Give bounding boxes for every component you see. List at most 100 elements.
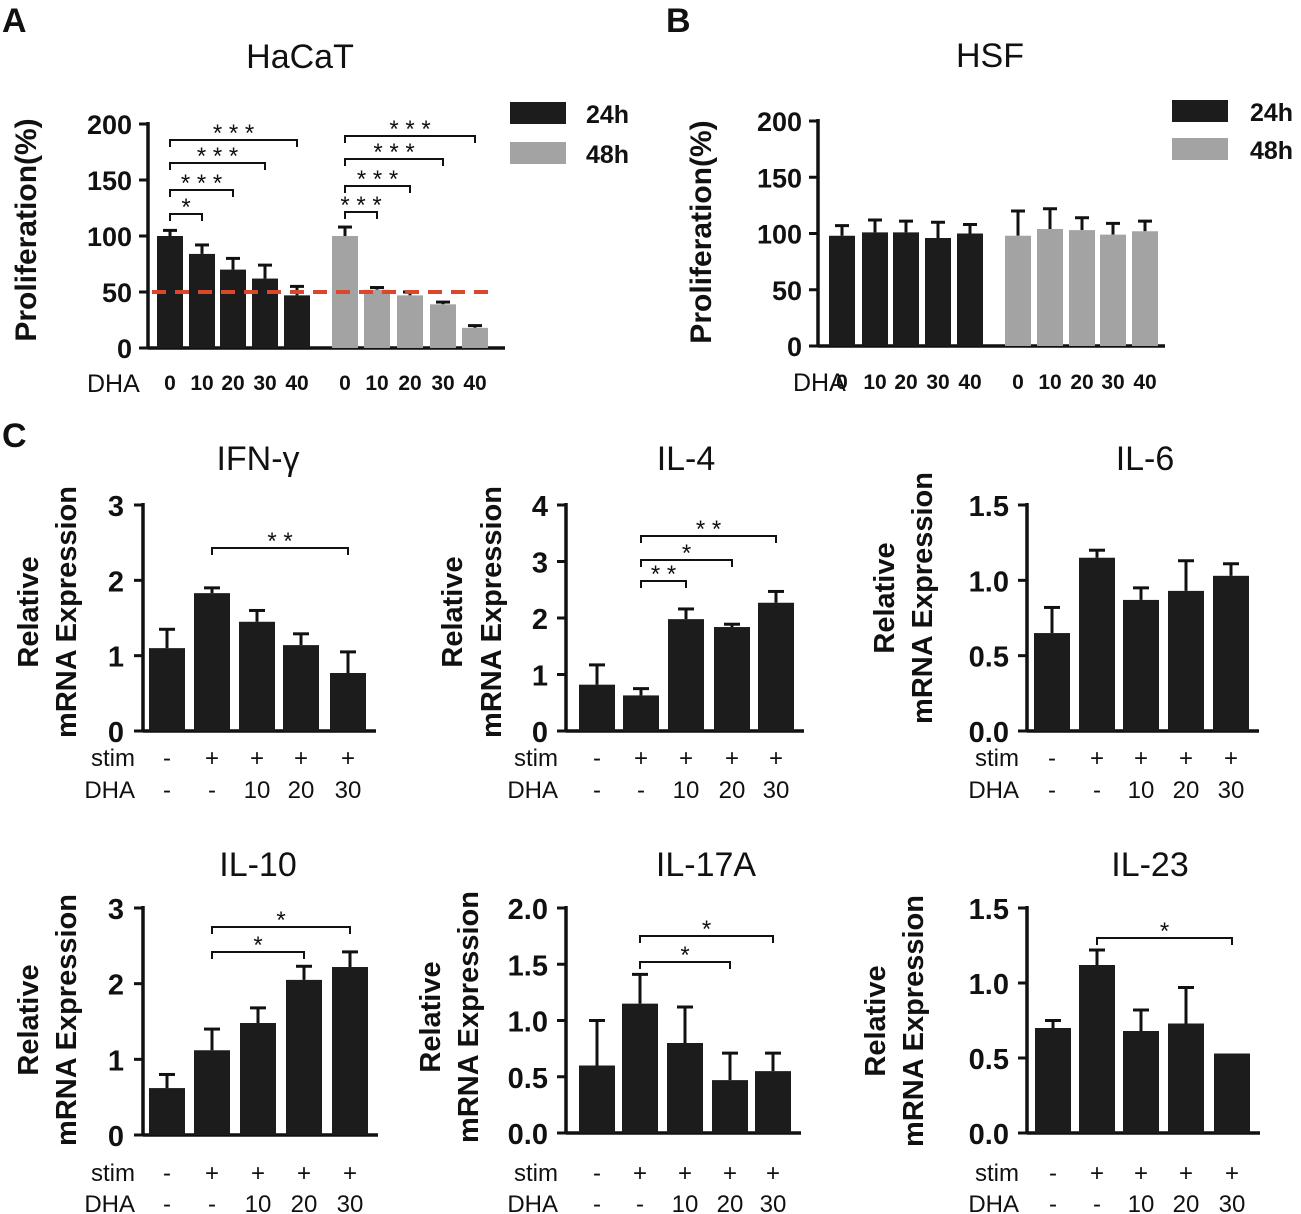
dha-row-label: DHA xyxy=(968,1191,1019,1214)
x-tick-label: 40 xyxy=(463,372,486,395)
plot-il-23: IL-23 Relative mRNA Expression 0.0 0.5 1.0 1.5… xyxy=(860,846,1260,1214)
stim-value: + xyxy=(1179,1160,1193,1187)
dha-value: 20 xyxy=(717,1191,744,1214)
y-axis-label: Proliferation(%) xyxy=(685,120,718,343)
legend-swatch-24h xyxy=(510,102,566,124)
stim-value: + xyxy=(723,1160,737,1187)
bar-3 xyxy=(239,621,275,731)
bar-3 xyxy=(1123,599,1159,731)
x-tick-label: 30 xyxy=(253,372,276,395)
bar-5 xyxy=(332,967,368,1135)
y-axis-label-line2: mRNA Expression xyxy=(898,895,930,1147)
bar-3 xyxy=(667,1043,703,1133)
y-tick-label: 2.0 xyxy=(508,894,548,926)
dha-row-label: DHA xyxy=(793,369,846,397)
legend-swatch-24h xyxy=(1172,100,1228,122)
significance-1-bracket xyxy=(344,135,476,143)
significance-bracket xyxy=(211,951,305,959)
chart-title: IL-6 xyxy=(1116,440,1175,478)
significance-bracket xyxy=(640,559,733,567)
dha-value: - xyxy=(1048,777,1056,804)
stim-value: + xyxy=(1134,745,1148,772)
dha-value: - xyxy=(637,777,645,804)
dha-value: - xyxy=(593,777,601,804)
significance-0-bracket xyxy=(169,162,266,170)
dha-value: - xyxy=(208,1191,216,1214)
chart-title: IFN-γ xyxy=(216,440,299,478)
bar-48h-40 xyxy=(1132,231,1158,346)
significance-1-bracket xyxy=(344,158,444,166)
significance-label: * xyxy=(682,540,691,567)
bar-1 xyxy=(149,1088,185,1135)
dha-value: - xyxy=(1049,1191,1057,1214)
significance-0-bracket xyxy=(169,213,203,221)
x-tick-label: 0 xyxy=(836,371,848,394)
stim-row-label: stim xyxy=(975,745,1019,772)
y-tick-label: 150 xyxy=(757,163,802,193)
x-tick-label: 10 xyxy=(1038,371,1061,394)
stim-value: + xyxy=(766,1160,780,1187)
y-tick-label: 1.0 xyxy=(508,1007,548,1039)
stim-value: + xyxy=(1224,745,1238,772)
dha-value: 30 xyxy=(760,1191,787,1214)
stim-row-label: stim xyxy=(91,1160,135,1187)
y-tick-label: 1.0 xyxy=(969,969,1009,1001)
y-tick-label: 0 xyxy=(117,334,132,364)
significance-0-label: * * * xyxy=(213,120,254,147)
significance-1-bracket xyxy=(344,185,411,193)
y-axis-label-line1: Relative xyxy=(13,556,45,667)
dha-value: - xyxy=(1093,1191,1101,1214)
y-axis-label-line2: mRNA Expression xyxy=(476,486,508,738)
dha-value: - xyxy=(208,777,216,804)
x-tick-label: 0 xyxy=(1012,371,1024,394)
dha-value: - xyxy=(593,1191,601,1214)
bar-1 xyxy=(579,684,615,731)
y-axis-label-line1: Relative xyxy=(869,542,901,653)
y-axis-label-line2: mRNA Expression xyxy=(51,894,83,1146)
stim-value: + xyxy=(341,745,355,772)
significance-label: * xyxy=(702,916,711,943)
stim-value: + xyxy=(634,745,648,772)
significance-1-label: * * * xyxy=(340,192,381,219)
stim-value: + xyxy=(1134,1160,1148,1187)
significance-0-label: * xyxy=(181,194,190,221)
bar-2 xyxy=(1079,965,1115,1133)
y-tick-label: 0 xyxy=(108,1121,124,1153)
x-tick-label: 40 xyxy=(958,371,981,394)
significance-1-label: * * * xyxy=(373,139,414,166)
bar-24h-40 xyxy=(284,295,310,348)
significance-bracket xyxy=(640,580,687,588)
chart-title: IL-10 xyxy=(219,846,297,884)
bar-24h-10 xyxy=(189,253,215,348)
y-axis-label-line2: mRNA Expression xyxy=(907,472,939,724)
stim-value: + xyxy=(1225,1160,1239,1187)
y-tick-label: 1.5 xyxy=(508,950,548,982)
legend-label-24h: 24h xyxy=(1250,99,1293,127)
bar-48h-0 xyxy=(1005,235,1031,346)
significance-label: * xyxy=(680,942,689,969)
bar-5 xyxy=(1213,575,1249,731)
bar-3 xyxy=(240,1023,276,1135)
y-tick-label: 200 xyxy=(87,110,132,140)
plot-il-17a: IL-17A Relative mRNA Expression 0.0 0.5 1.0 1.… xyxy=(415,846,801,1214)
legend-label-48h: 48h xyxy=(1250,137,1293,165)
y-axis-label-line1: Relative xyxy=(13,964,45,1075)
stim-value: + xyxy=(679,745,693,772)
bar-48h-20 xyxy=(397,295,423,348)
significance-1-label: * * * xyxy=(389,116,430,143)
dha-value: 20 xyxy=(288,777,315,804)
legend-swatch-48h xyxy=(1172,138,1228,160)
y-tick-label: 0.5 xyxy=(969,642,1009,674)
y-tick-label: 1.0 xyxy=(969,566,1009,598)
bar-48h-30 xyxy=(430,304,456,348)
y-tick-label: 0.0 xyxy=(969,717,1009,749)
x-tick-label: 30 xyxy=(926,371,949,394)
significance-1-bracket xyxy=(344,211,378,219)
bar-48h-30 xyxy=(1100,234,1126,346)
dha-row-label: DHA xyxy=(87,370,140,398)
significance-0-label: * * * xyxy=(181,170,222,197)
stim-value: - xyxy=(593,1160,601,1187)
